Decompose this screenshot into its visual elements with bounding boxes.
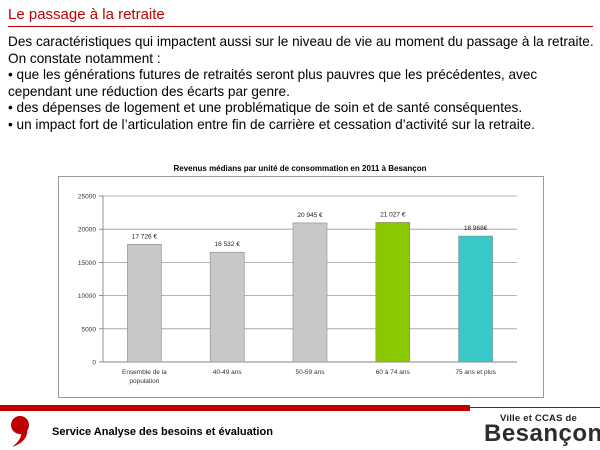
intro-paragraph: Des caractéristiques qui impactent aussi… xyxy=(8,34,594,66)
brand-tagline: Ville et CCAS de xyxy=(500,413,577,424)
slide-title: Le passage à la retraite xyxy=(8,6,165,23)
body-text: Des caractéristiques qui impactent aussi… xyxy=(8,34,596,134)
footer-accent-bar xyxy=(0,405,470,411)
brand-logo-text: Besançon xyxy=(484,420,600,447)
footer-service-label: Service Analyse des besoins et évaluatio… xyxy=(52,426,273,438)
red-comma-logo-icon xyxy=(11,416,29,447)
bullet-item: • que les générations futures de retrait… xyxy=(8,67,538,99)
title-divider xyxy=(8,26,593,27)
bullet-item: • un impact fort de l’articulation entre… xyxy=(8,116,535,132)
chart-frame xyxy=(58,176,544,398)
footer-accent-line xyxy=(470,407,600,408)
slide-header: Le passage à la retraite xyxy=(8,6,593,27)
chart-title: Revenus médians par unité de consommatio… xyxy=(173,164,427,173)
bullet-item: • des dépenses de logement et une problé… xyxy=(8,100,523,116)
